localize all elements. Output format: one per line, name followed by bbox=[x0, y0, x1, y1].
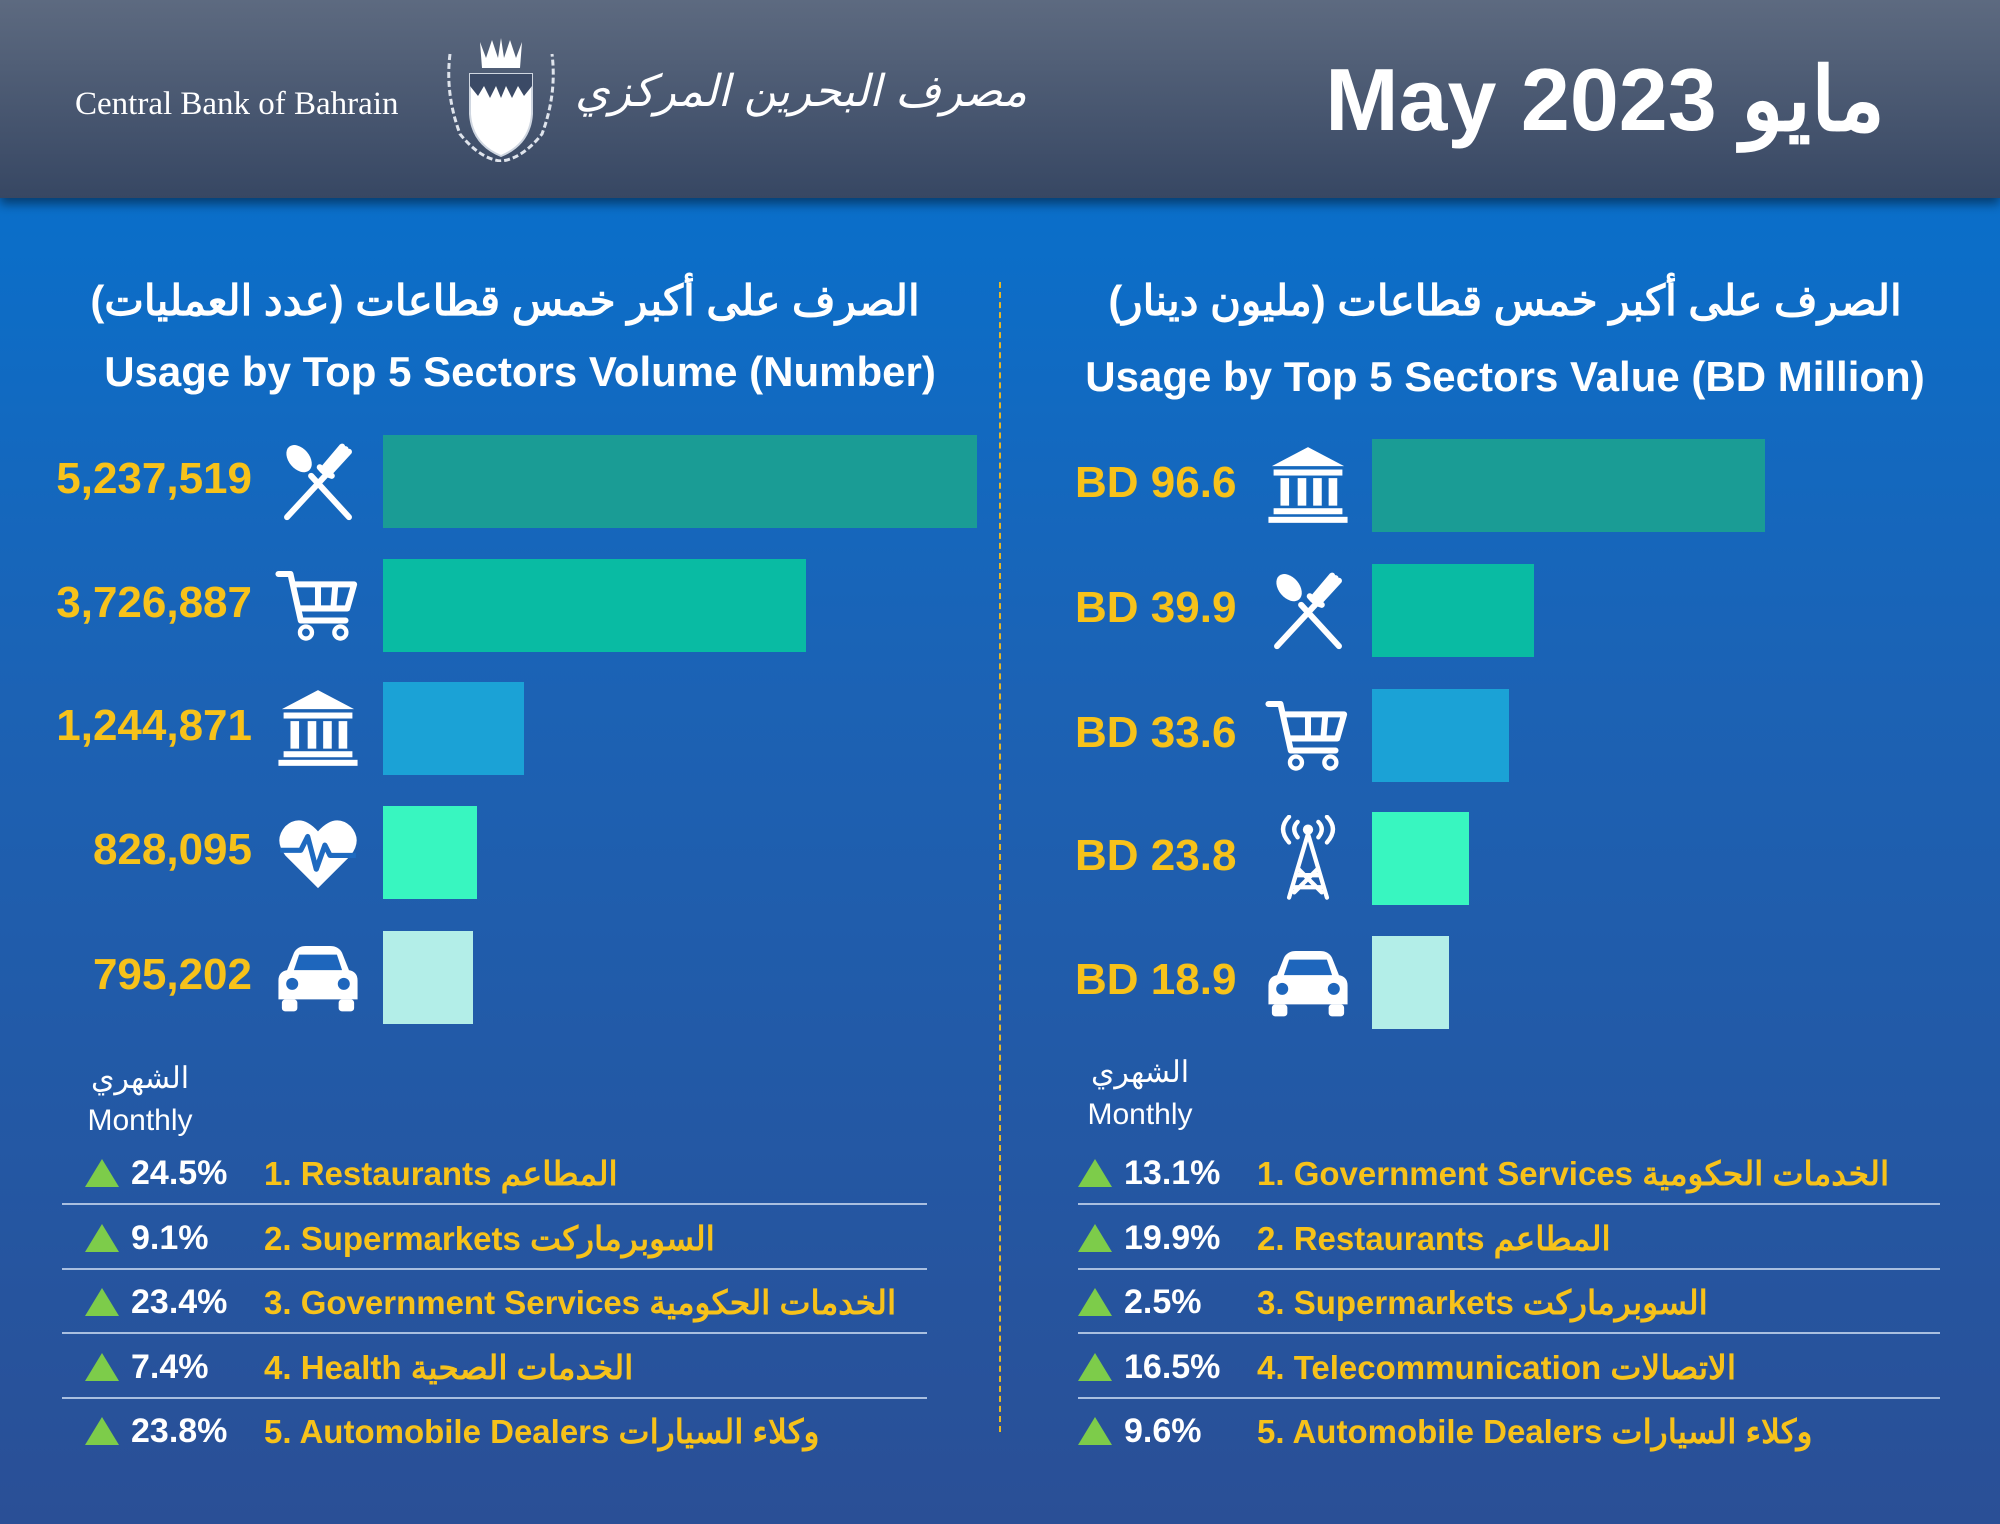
bank-icon bbox=[278, 690, 358, 766]
bar-government-services bbox=[1372, 439, 1765, 532]
change-percent: 7.4% bbox=[131, 1347, 209, 1386]
right-monthly-label: الشهري Monthly bbox=[1060, 1052, 1220, 1136]
header: Central Bank of Bahrain مصرف البحرين الم… bbox=[0, 0, 2000, 198]
bar-automobile-dealers bbox=[1372, 936, 1449, 1029]
monthly-en: Monthly bbox=[87, 1104, 193, 1137]
tower-icon bbox=[1280, 815, 1336, 900]
sector-label: 3. Government Services الخدمات الحكومية bbox=[264, 1283, 897, 1321]
value-label: BD 96.6 bbox=[1075, 458, 1237, 507]
monthly-ar: الشهري bbox=[90, 1062, 190, 1095]
change-percent: 24.5% bbox=[131, 1153, 228, 1192]
row-divider bbox=[1078, 1332, 1940, 1334]
change-percent: 23.8% bbox=[131, 1411, 228, 1450]
logo-text-ar: مصرف البحرين المركزي bbox=[575, 66, 1027, 117]
up-arrow-icon bbox=[1078, 1288, 1112, 1316]
list-item: 2.5% 3. Supermarkets السوبرماركت bbox=[1078, 1277, 1708, 1327]
bar-supermarkets bbox=[383, 559, 806, 652]
bank-icon bbox=[1268, 447, 1348, 523]
sector-label: 5. Automobile Dealers وكلاء السيارات bbox=[1257, 1412, 1813, 1450]
up-arrow-icon bbox=[85, 1288, 119, 1316]
left-monthly-label: الشهري Monthly bbox=[60, 1058, 220, 1142]
bar-restaurants bbox=[383, 435, 977, 528]
sector-label: 2. Supermarkets السوبرماركت bbox=[264, 1219, 715, 1257]
monthly-en: Monthly bbox=[1087, 1098, 1193, 1131]
value-label: BD 18.9 bbox=[1075, 955, 1237, 1004]
value-label: 828,095 bbox=[92, 825, 252, 874]
change-percent: 19.9% bbox=[1124, 1218, 1221, 1257]
change-percent: 2.5% bbox=[1124, 1282, 1202, 1321]
bahrain-emblem-icon bbox=[447, 38, 555, 162]
fork-knife-icon bbox=[284, 443, 352, 521]
value-label: BD 33.6 bbox=[1075, 708, 1237, 757]
page-title: May 2023 مايو bbox=[1325, 50, 1885, 149]
row-divider bbox=[62, 1268, 927, 1270]
up-arrow-icon bbox=[85, 1224, 119, 1252]
row-divider bbox=[1078, 1397, 1940, 1399]
row-divider bbox=[1078, 1268, 1940, 1270]
change-percent: 16.5% bbox=[1124, 1347, 1221, 1386]
bar-restaurants bbox=[1372, 564, 1535, 657]
right-title-ar: الصرف على أكبر خمس قطاعات (مليون دينار) bbox=[1108, 277, 1902, 324]
right-title-en: Usage by Top 5 Sectors Value (BD Million… bbox=[1085, 353, 1925, 400]
list-item: 9.6% 5. Automobile Dealers وكلاء السيارات bbox=[1078, 1406, 1812, 1456]
value-label: 1,244,871 bbox=[56, 701, 252, 750]
value-label: BD 23.8 bbox=[1075, 831, 1237, 880]
change-percent: 13.1% bbox=[1124, 1153, 1221, 1192]
sector-label: 1. Government Services الخدمات الحكومية bbox=[1257, 1154, 1890, 1192]
bar-supermarkets bbox=[1372, 689, 1509, 782]
car-icon bbox=[278, 946, 358, 1012]
row-divider bbox=[62, 1203, 927, 1205]
cart-icon bbox=[1265, 701, 1348, 771]
list-item: 23.8% 5. Automobile Dealers وكلاء السيارا… bbox=[85, 1406, 819, 1456]
up-arrow-icon bbox=[1078, 1353, 1112, 1381]
list-item: 19.9% 2. Restaurants المطاعم bbox=[1078, 1213, 1611, 1263]
bar-automobile-dealers bbox=[383, 931, 474, 1024]
left-title-ar: الصرف على أكبر خمس قطاعات (عدد العمليات) bbox=[90, 277, 920, 324]
list-item: 23.4% 3. Government Services الخدمات الحك… bbox=[85, 1277, 896, 1327]
list-item: 9.1% 2. Supermarkets السوبرماركت bbox=[85, 1213, 715, 1263]
value-label: 5,237,519 bbox=[56, 454, 252, 503]
logo-text-en: Central Bank of Bahrain bbox=[75, 86, 399, 122]
change-percent: 9.1% bbox=[131, 1218, 209, 1257]
heart-pulse-icon bbox=[279, 820, 357, 889]
value-label: BD 39.9 bbox=[1075, 583, 1237, 632]
change-percent: 9.6% bbox=[1124, 1411, 1202, 1450]
bar-health bbox=[383, 806, 477, 899]
monthly-ar: الشهري bbox=[1090, 1056, 1190, 1089]
bar-government-services bbox=[383, 682, 525, 775]
row-divider bbox=[1078, 1203, 1940, 1205]
list-item: 7.4% 4. Health الخدمات الصحية bbox=[85, 1342, 633, 1392]
left-title-en: Usage by Top 5 Sectors Volume (Number) bbox=[104, 348, 936, 395]
list-item: 16.5% 4. Telecommunication الاتصالات bbox=[1078, 1342, 1736, 1392]
sector-label: 4. Health الخدمات الصحية bbox=[264, 1348, 634, 1386]
up-arrow-icon bbox=[1078, 1159, 1112, 1187]
up-arrow-icon bbox=[85, 1159, 119, 1187]
list-item: 24.5% 1. Restaurants المطاعم bbox=[85, 1148, 618, 1198]
panel-divider bbox=[999, 282, 1001, 1432]
up-arrow-icon bbox=[1078, 1224, 1112, 1252]
up-arrow-icon bbox=[85, 1353, 119, 1381]
list-item: 13.1% 1. Government Services الخدمات الحك… bbox=[1078, 1148, 1889, 1198]
sector-label: 2. Restaurants المطاعم bbox=[1257, 1219, 1611, 1257]
sector-label: 1. Restaurants المطاعم bbox=[264, 1154, 618, 1192]
row-divider bbox=[62, 1332, 927, 1334]
up-arrow-icon bbox=[85, 1417, 119, 1445]
change-percent: 23.4% bbox=[131, 1282, 228, 1321]
row-divider bbox=[62, 1397, 927, 1399]
sector-label: 4. Telecommunication الاتصالات bbox=[1257, 1348, 1737, 1386]
car-icon bbox=[1268, 951, 1348, 1017]
value-label: 795,202 bbox=[92, 950, 252, 999]
fork-knife-icon bbox=[1274, 572, 1342, 650]
bar-telecommunication bbox=[1372, 812, 1469, 905]
up-arrow-icon bbox=[1078, 1417, 1112, 1445]
sector-label: 5. Automobile Dealers وكلاء السيارات bbox=[264, 1412, 820, 1450]
cart-icon bbox=[275, 571, 358, 641]
value-label: 3,726,887 bbox=[56, 578, 252, 627]
sector-label: 3. Supermarkets السوبرماركت bbox=[1257, 1283, 1708, 1321]
